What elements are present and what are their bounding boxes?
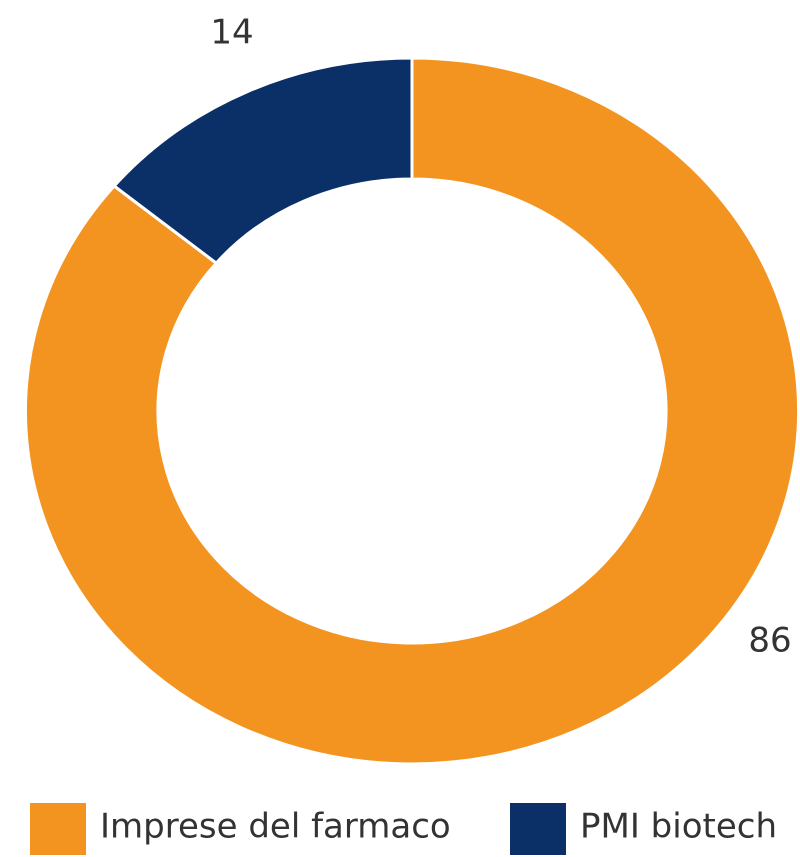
donut <box>25 58 798 764</box>
data-label: 14 <box>210 13 253 53</box>
donut-slice <box>114 58 412 263</box>
legend-swatch <box>30 803 86 855</box>
legend-swatch <box>510 803 566 855</box>
legend-label: PMI biotech <box>580 807 777 847</box>
donut-slice <box>25 58 798 764</box>
data-label: 86 <box>748 621 791 661</box>
legend-label: Imprese del farmaco <box>100 807 451 847</box>
